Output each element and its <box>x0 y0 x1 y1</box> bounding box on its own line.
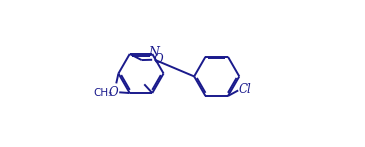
Text: O: O <box>109 86 119 99</box>
Text: O: O <box>153 53 163 66</box>
Text: Cl: Cl <box>239 83 251 96</box>
Text: N: N <box>149 46 160 59</box>
Text: CH₃: CH₃ <box>93 88 113 98</box>
